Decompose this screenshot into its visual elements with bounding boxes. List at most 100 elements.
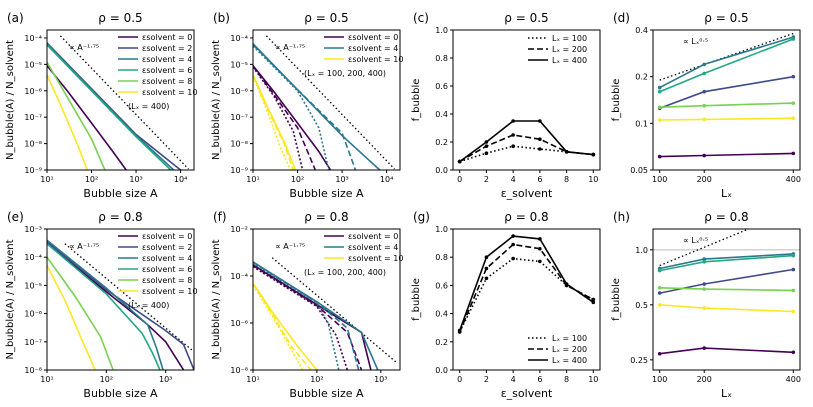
power-law-guide-line — [659, 229, 751, 267]
axes-frame — [452, 228, 601, 371]
legend-label: εsolvent = 10 — [348, 254, 403, 263]
y-tick-label: 0.4 — [435, 110, 448, 119]
data-point — [538, 237, 542, 241]
x-tick-label: 10³ — [335, 175, 348, 184]
data-point — [702, 71, 707, 76]
panel-label: (f) — [213, 210, 227, 224]
power-law-annotation: ∝ A⁻¹·⁷⁵ — [69, 242, 99, 251]
series-line — [47, 256, 114, 370]
y-tick-label: 10⁻⁸ — [230, 366, 248, 375]
power-law-guide-line — [271, 257, 398, 364]
x-axis-label: Bubble size A — [289, 187, 364, 200]
series-line — [253, 264, 372, 370]
data-point — [538, 147, 542, 151]
series-line — [659, 152, 794, 158]
y-tick-label: 0.0 — [435, 366, 448, 375]
panel-title: ρ = 0.8 — [304, 210, 348, 224]
legend-label: Lₓ = 100 — [552, 334, 587, 343]
legend-note: (Lₓ = 400) — [128, 301, 169, 310]
data-point — [791, 151, 796, 156]
series-line — [458, 235, 594, 331]
y-tick-label: 10⁻⁷ — [24, 113, 42, 122]
panel-title: ρ = 0.8 — [704, 210, 748, 224]
y-axis-label: N_bubble(A) / N_solvent — [211, 40, 222, 160]
series-line — [459, 145, 594, 163]
y-tick-label: 1.0 — [635, 246, 648, 255]
x-tick-label: 10² — [100, 375, 113, 384]
y-tick-label: 10⁻⁷ — [24, 338, 42, 347]
data-point — [791, 74, 796, 79]
data-point — [564, 150, 569, 154]
x-tick-label: 10⁴ — [380, 175, 393, 184]
data-point — [511, 234, 515, 238]
data-point — [564, 282, 569, 286]
series-line — [253, 65, 317, 170]
axes-frame — [46, 29, 195, 171]
legend-label: εsolvent = 0 — [348, 33, 398, 42]
data-point — [538, 259, 542, 264]
series-line — [659, 102, 794, 108]
series-line — [47, 74, 88, 170]
y-axis-label: f_bubble — [411, 278, 422, 321]
legend-label: εsolvent = 10 — [142, 287, 197, 296]
power-law-annotation: ∝ A⁻¹·⁷⁵ — [69, 43, 99, 52]
data-point — [791, 101, 796, 105]
y-axis-label: N_bubble(A) / N_solvent — [5, 239, 16, 359]
x-tick-label: 6 — [537, 175, 542, 184]
series-line — [47, 243, 161, 370]
y-tick-label: 0.25 — [630, 356, 648, 365]
x-tick-label: 4 — [511, 175, 516, 184]
data-point — [791, 288, 796, 293]
data-point — [702, 89, 707, 94]
x-axis-label: ε_solvent — [501, 187, 553, 200]
panel-g: 0 2 4 6 8 10 0.0 0.2 0.4 0.6 0.8 1.0 (g) ρ = 0.8 ε_sol… — [411, 210, 601, 400]
panel-label: (b) — [213, 11, 230, 25]
y-tick-label: 10⁻² — [230, 225, 248, 234]
axes-frame — [652, 29, 801, 171]
x-tick-label: 10² — [85, 175, 98, 184]
series-line — [253, 284, 304, 370]
panel-title: ρ = 0.5 — [98, 11, 142, 25]
power-law-annotation: ∝ A⁻¹·⁷⁵ — [275, 43, 305, 52]
legend-label: εsolvent = 4 — [142, 55, 192, 64]
legend-label: εsolvent = 4 — [142, 254, 192, 263]
y-tick-label: 10⁻⁶ — [24, 310, 42, 319]
axes-frame — [252, 29, 401, 171]
panel-f: 10¹ 10² 10³ 10⁻⁸ 10⁻⁶ 10⁻⁴ 10⁻²(f) ρ = 0.8 Bubbl… — [211, 210, 403, 400]
x-tick-label: 200 — [697, 175, 712, 184]
x-tick-label: 10² — [291, 175, 304, 184]
data-point — [791, 37, 796, 41]
series-line — [253, 74, 297, 170]
power-law-guide-line — [265, 35, 395, 170]
data-point — [791, 116, 796, 120]
y-axis-label: N_bubble(A) / N_solvent — [5, 40, 16, 160]
x-axis-label: Lₓ — [721, 387, 732, 400]
series-line — [659, 38, 794, 93]
panel-a: 10¹ 10² 10³ 10⁴ 10⁻⁹ 10⁻⁸ 10⁻⁷ 10⁻⁶ 10⁻⁵ 10⁻⁴(a) ρ… — [5, 11, 197, 200]
data-point — [591, 152, 596, 157]
series-line — [659, 287, 794, 292]
x-tick-label: 100 — [652, 375, 667, 384]
x-tick-label: 2 — [484, 375, 489, 384]
x-tick-label: 10¹ — [40, 175, 53, 184]
legend-label: Lₓ = 100 — [552, 34, 587, 43]
data-point — [457, 159, 462, 164]
y-tick-label: 10⁻³ — [24, 225, 42, 234]
data-point — [511, 119, 515, 123]
legend-label: εsolvent = 0 — [142, 232, 192, 241]
data-point — [657, 89, 662, 94]
panel-title: ρ = 0.8 — [98, 210, 142, 224]
series-line — [253, 264, 363, 370]
panel-label: (a) — [7, 11, 24, 25]
data-point — [484, 266, 489, 271]
x-axis-label: Lₓ — [721, 187, 732, 200]
data-point — [511, 144, 515, 148]
legend-note: (Lₓ = 100, 200, 400) — [304, 69, 386, 78]
data-point — [538, 246, 542, 251]
x-tick-label: 10¹ — [246, 175, 259, 184]
y-tick-label: 0.5 — [635, 301, 648, 310]
panel-d: 100 200 400 0.05 0.1 0.2 0.4 (d) ρ = 0.5 Lₓ f_bubb… — [611, 11, 801, 200]
data-point — [791, 253, 796, 258]
data-point — [702, 62, 707, 67]
x-tick-label: 0 — [457, 175, 462, 184]
